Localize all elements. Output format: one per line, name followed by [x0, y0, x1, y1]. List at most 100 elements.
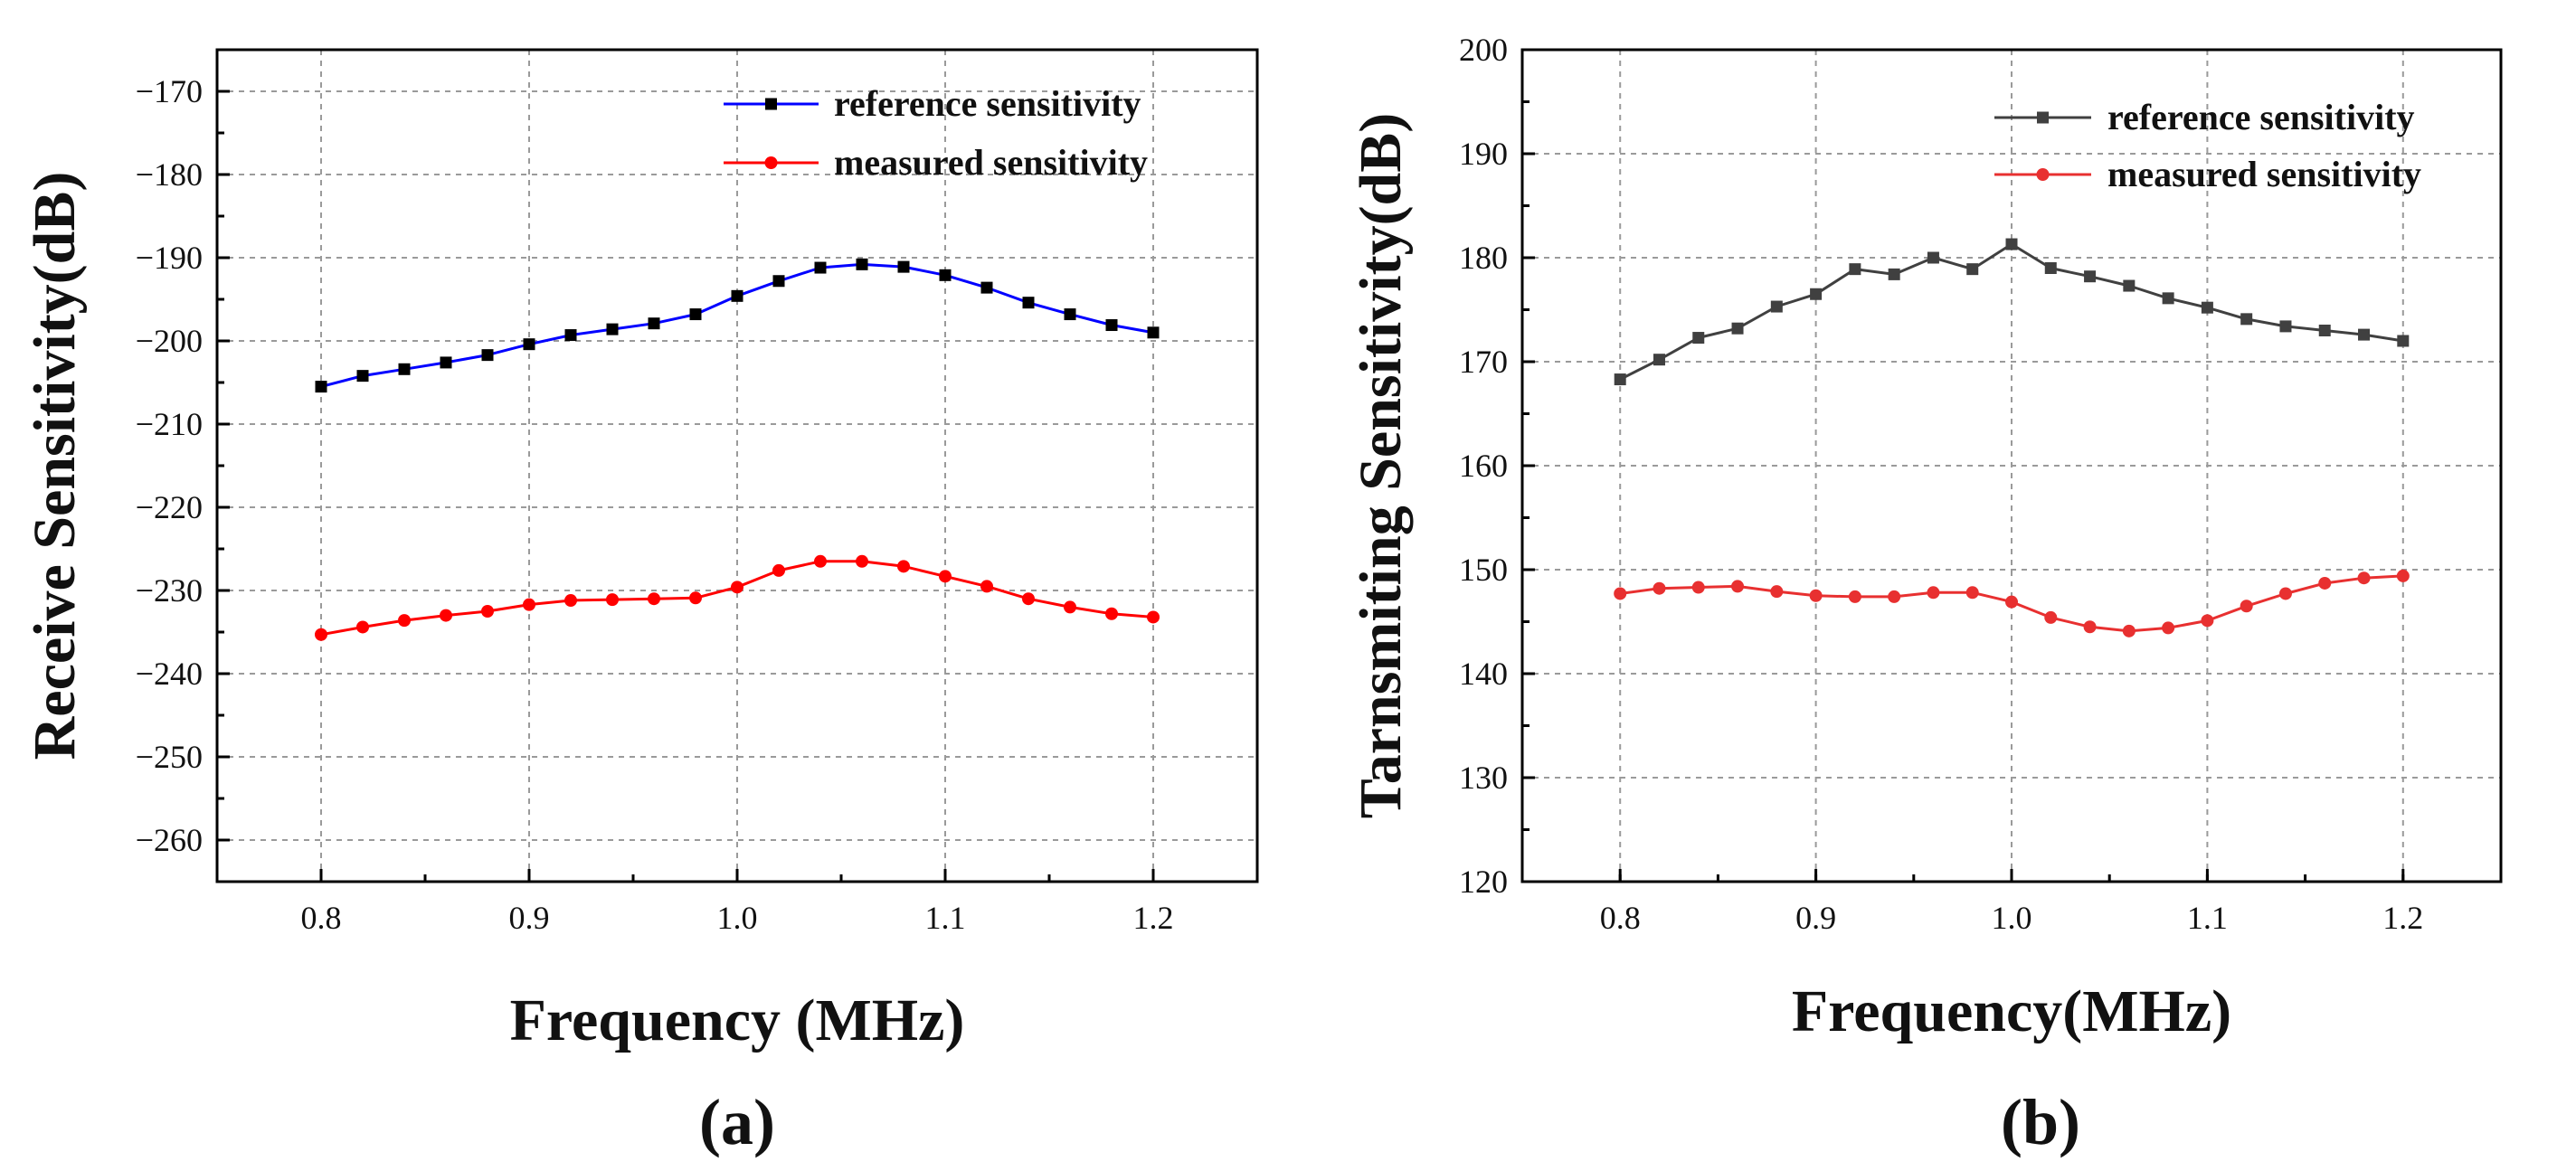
data-point-circle	[1614, 587, 1627, 600]
series-measured-sensitivity	[1614, 569, 2410, 637]
data-point-square	[814, 261, 827, 274]
x-axis-title: Frequency (MHz)	[510, 987, 965, 1053]
y-tick-label: −230	[136, 572, 203, 609]
y-tick-label: −260	[136, 822, 203, 858]
data-point-square	[1849, 263, 1861, 276]
data-point-circle	[2318, 576, 2332, 590]
legend-entry: measured sensitivity	[1994, 154, 2421, 194]
data-point-square	[2279, 320, 2292, 333]
data-point-circle	[356, 620, 369, 634]
y-tick-label: −170	[136, 73, 203, 109]
x-tick-label: 1.2	[2382, 900, 2423, 936]
data-point-circle	[2083, 620, 2097, 634]
panel-label: (a)	[699, 1086, 775, 1158]
data-point-square	[772, 275, 785, 288]
data-point-square	[897, 260, 910, 273]
data-point-circle	[731, 581, 743, 594]
data-point-circle	[1965, 586, 1979, 600]
x-tick-label: 1.1	[925, 900, 966, 936]
data-point-circle	[564, 594, 577, 608]
data-point-square	[2201, 301, 2213, 314]
data-point-square	[980, 281, 993, 294]
data-point-circle	[2278, 587, 2292, 600]
x-tick-label: 0.8	[1600, 900, 1641, 936]
y-tick-label: 160	[1459, 448, 1508, 484]
data-point-square	[2005, 238, 2018, 250]
data-point-square	[2358, 328, 2371, 341]
data-point-square	[1770, 300, 1783, 313]
y-tick-label: 130	[1459, 760, 1508, 796]
data-point-square	[356, 370, 369, 382]
y-tick-label: 180	[1459, 240, 1508, 276]
x-tick-label: 1.0	[717, 900, 758, 936]
data-point-square	[2084, 270, 2097, 283]
data-point-circle	[1147, 610, 1160, 624]
data-point-circle	[1888, 590, 1901, 603]
data-point-square	[2318, 325, 2331, 336]
legend-label: reference sensitivity	[2107, 97, 2415, 137]
x-tick-label: 0.9	[509, 900, 550, 936]
data-point-circle	[2044, 610, 2058, 624]
x-tick-label: 0.9	[1795, 900, 1836, 936]
data-point-square	[2162, 292, 2174, 305]
y-tick-label: 170	[1459, 344, 1508, 380]
y-tick-label: −200	[136, 323, 203, 359]
data-point-circle	[856, 554, 868, 568]
data-point-circle	[1731, 580, 1745, 593]
y-tick-label: 140	[1459, 656, 1508, 692]
data-point-circle	[1064, 600, 1076, 614]
y-tick-label: −210	[136, 406, 203, 442]
data-point-circle	[897, 560, 910, 573]
data-point-circle	[1105, 607, 1118, 620]
y-tick-label: 190	[1459, 136, 1508, 172]
data-point-circle	[648, 592, 660, 606]
panel-a-receive-sensitivity-chart: 0.8 0.9 1.0 1.1 1.2 −170 −180 −190 −200 −210 −220 −…	[22, 48, 1259, 1158]
x-tick-label: 1.1	[2187, 900, 2228, 936]
data-point-square	[939, 269, 952, 281]
data-point-square	[1888, 268, 1900, 280]
data-point-circle	[2122, 624, 2136, 637]
data-point-circle	[1022, 592, 1035, 606]
data-point-square	[2240, 313, 2253, 326]
data-point-square	[689, 308, 702, 321]
data-point-circle	[1927, 586, 1940, 600]
data-point-circle	[1848, 590, 1861, 603]
panel-b-transmitting-sensitivity-chart: 0.8 0.9 1.0 1.1 1.2 120 130 140 150 160 170 180 190 2…	[1348, 32, 2503, 1158]
data-point-square	[481, 349, 494, 362]
data-point-circle	[1809, 589, 1823, 602]
data-point-circle	[689, 591, 702, 605]
data-point-circle	[2396, 569, 2410, 582]
data-point-circle	[398, 614, 411, 628]
data-point-circle	[523, 598, 535, 611]
legend-label: measured sensitivity	[834, 142, 1148, 183]
data-point-square	[1731, 322, 1744, 335]
data-point-square	[606, 323, 619, 335]
x-axis-title: Frequency(MHz)	[1792, 978, 2231, 1044]
x-tick-label: 1.0	[1992, 900, 2032, 936]
data-point-square	[523, 338, 535, 351]
legend-entry: reference sensitivity	[724, 83, 1141, 124]
y-tick-label: −190	[136, 240, 203, 276]
data-point-circle	[2201, 614, 2214, 628]
legend-marker	[2037, 111, 2049, 124]
data-point-circle	[1770, 585, 1784, 599]
data-point-square	[1692, 332, 1705, 345]
x-tick-label: 0.8	[301, 900, 342, 936]
data-point-square	[856, 258, 868, 270]
legend-marker	[765, 98, 777, 110]
data-point-square	[2044, 262, 2057, 274]
data-point-circle	[939, 570, 952, 583]
y-tick-label: 200	[1459, 32, 1508, 68]
series-measured-sensitivity	[315, 554, 1160, 641]
legend-marker	[764, 156, 778, 169]
y-axis-title: Tarnsmiting Sensitivity(dB)	[1348, 113, 1414, 819]
data-point-circle	[980, 580, 993, 593]
y-tick-label: 150	[1459, 552, 1508, 588]
data-point-circle	[2162, 621, 2175, 635]
data-point-circle	[814, 554, 827, 568]
grid	[1522, 50, 2501, 882]
data-point-square	[1653, 354, 1665, 366]
data-point-square	[564, 329, 577, 342]
data-point-square	[315, 381, 327, 393]
